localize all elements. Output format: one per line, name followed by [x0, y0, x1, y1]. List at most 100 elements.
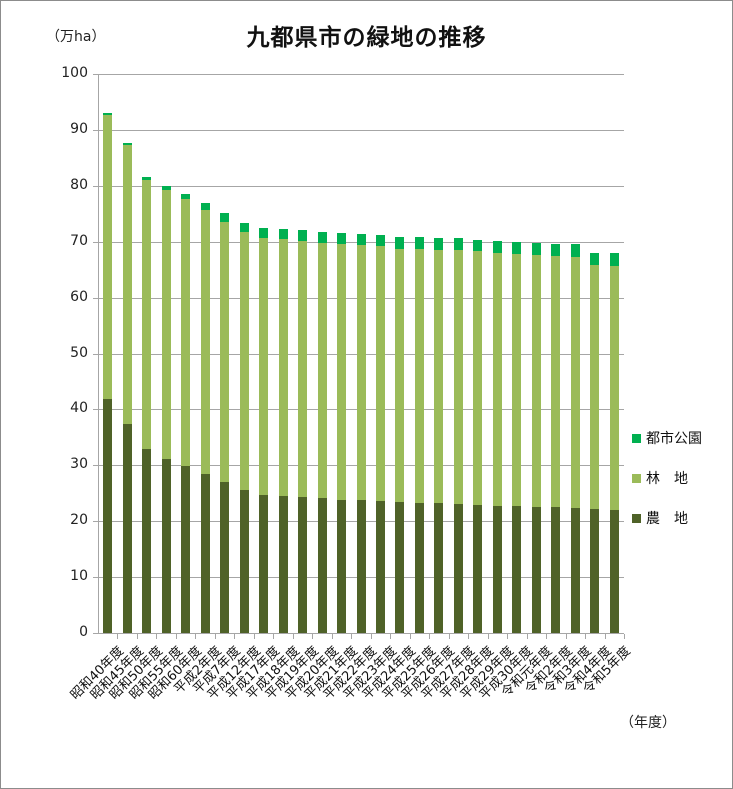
- bar-平成24年度: [395, 237, 404, 633]
- bar-segment: [162, 459, 171, 633]
- x-tick-mark: [507, 634, 508, 639]
- legend-item: 農 地: [632, 498, 702, 538]
- gridline: [98, 186, 624, 187]
- bar-平成12年度: [240, 223, 249, 633]
- bar-segment: [103, 398, 112, 633]
- x-tick-mark: [468, 634, 469, 639]
- bar-segment: [610, 252, 619, 267]
- bar-segment: [473, 251, 482, 505]
- x-tick-mark: [624, 634, 625, 639]
- bar-segment: [454, 250, 463, 504]
- gridline: [98, 130, 624, 131]
- legend-label: 都市公園: [646, 431, 702, 447]
- bar-令和元年度: [532, 242, 541, 633]
- bar-平成7年度: [220, 213, 229, 633]
- y-tick-label: 0: [79, 624, 88, 640]
- legend-item: 林 地: [632, 458, 702, 498]
- bar-segment: [434, 238, 443, 251]
- x-tick-mark: [117, 634, 118, 639]
- bar-segment: [532, 507, 541, 633]
- x-tick-mark: [156, 634, 157, 639]
- y-tick-label: 40: [70, 400, 88, 417]
- bar-segment: [298, 497, 307, 633]
- bar-segment: [395, 249, 404, 503]
- chart-title: 九都県市の緑地の推移: [246, 25, 487, 51]
- x-tick-mark: [566, 634, 567, 639]
- bar-segment: [376, 501, 385, 633]
- bar-平成29年度: [493, 241, 502, 633]
- y-tick-mark: [93, 242, 98, 243]
- bar-平成22年度: [357, 233, 366, 633]
- y-tick-mark: [93, 577, 98, 578]
- bar-segment: [220, 222, 229, 483]
- bar-segment: [162, 185, 171, 190]
- x-axis-line: [98, 633, 624, 634]
- x-tick-mark: [449, 634, 450, 639]
- bar-segment: [103, 113, 112, 115]
- x-tick-mark: [234, 634, 235, 639]
- legend-swatch-icon: [632, 473, 641, 483]
- bar-segment: [551, 507, 560, 633]
- bar-segment: [318, 242, 327, 498]
- y-tick-label: 80: [70, 176, 88, 193]
- x-axis-unit: （年度）: [620, 715, 676, 731]
- gridline: [98, 74, 624, 75]
- bar-令和5年度: [610, 252, 619, 633]
- legend-label: 林 地: [646, 471, 688, 487]
- y-tick-mark: [93, 130, 98, 131]
- bar-segment: [571, 256, 580, 508]
- bar-令和3年度: [571, 243, 580, 633]
- bar-令和2年度: [551, 243, 560, 633]
- bar-segment: [493, 506, 502, 633]
- x-tick-mark: [254, 634, 255, 639]
- bar-segment: [551, 243, 560, 257]
- y-tick-mark: [93, 465, 98, 466]
- bar-segment: [357, 500, 366, 633]
- bar-segment: [279, 228, 288, 240]
- bar-平成19年度: [298, 230, 307, 633]
- bar-segment: [240, 232, 249, 490]
- y-tick-label: 60: [70, 288, 88, 305]
- x-tick-mark: [351, 634, 352, 639]
- bar-segment: [454, 503, 463, 633]
- bar-segment: [240, 223, 249, 233]
- bar-segment: [318, 497, 327, 633]
- y-tick-label: 10: [70, 568, 88, 585]
- y-axis-line: [98, 74, 99, 633]
- bar-segment: [376, 246, 385, 502]
- bar-segment: [512, 242, 521, 255]
- bar-segment: [337, 244, 346, 500]
- bar-segment: [162, 189, 171, 460]
- x-tick-mark: [215, 634, 216, 639]
- bar-segment: [220, 482, 229, 633]
- x-tick-mark: [605, 634, 606, 639]
- bar-segment: [512, 254, 521, 507]
- bar-segment: [201, 203, 210, 210]
- y-tick-label: 70: [70, 232, 88, 249]
- x-tick-mark: [585, 634, 586, 639]
- bar-segment: [259, 494, 268, 633]
- bar-segment: [181, 465, 190, 633]
- bar-segment: [123, 145, 132, 424]
- bar-平成30年度: [512, 242, 521, 633]
- plot-area: [93, 74, 625, 639]
- x-tick-mark: [312, 634, 313, 639]
- bar-segment: [201, 209, 210, 475]
- x-tick-mark: [429, 634, 430, 639]
- bar-segment: [610, 510, 619, 633]
- bar-segment: [590, 252, 599, 266]
- bar-segment: [259, 227, 268, 238]
- y-tick-label: 100: [61, 65, 88, 81]
- bar-segment: [434, 502, 443, 633]
- bar-segment: [201, 474, 210, 633]
- x-tick-mark: [527, 634, 528, 639]
- x-tick-mark: [332, 634, 333, 639]
- bar-昭和60年度: [181, 194, 190, 633]
- bar-segment: [279, 239, 288, 496]
- bar-segment: [142, 176, 151, 181]
- x-tick-mark: [488, 634, 489, 639]
- bar-segment: [473, 239, 482, 252]
- legend-swatch-icon: [632, 513, 641, 523]
- bar-segment: [454, 238, 463, 251]
- bar-segment: [181, 199, 190, 466]
